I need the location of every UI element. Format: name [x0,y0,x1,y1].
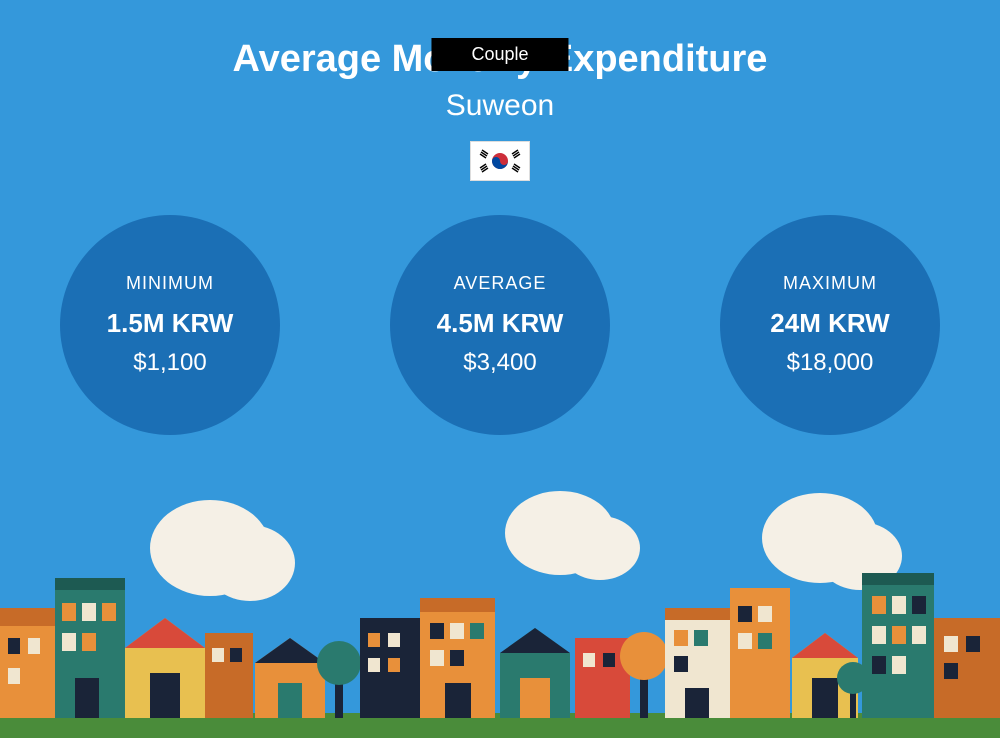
stat-primary: 1.5M KRW [107,308,234,339]
stat-primary: 24M KRW [770,308,889,339]
stat-circle-average: AVERAGE 4.5M KRW $3,400 [390,215,610,435]
stat-secondary: $1,100 [133,349,206,377]
cityscape-illustration [0,478,1000,738]
stat-circles: MINIMUM 1.5M KRW $1,100 AVERAGE 4.5M KRW… [0,215,1000,435]
stat-secondary: $3,400 [463,349,536,377]
stat-secondary: $18,000 [787,349,874,377]
category-tag: Couple [431,38,568,71]
stat-label: MAXIMUM [783,273,877,294]
stat-label: AVERAGE [454,273,547,294]
korea-flag-icon [470,141,530,181]
stat-label: MINIMUM [126,273,214,294]
flag-container [0,141,1000,181]
stat-circle-minimum: MINIMUM 1.5M KRW $1,100 [60,215,280,435]
city-name: Suweon [0,89,1000,123]
stat-primary: 4.5M KRW [437,308,564,339]
stat-circle-maximum: MAXIMUM 24M KRW $18,000 [720,215,940,435]
